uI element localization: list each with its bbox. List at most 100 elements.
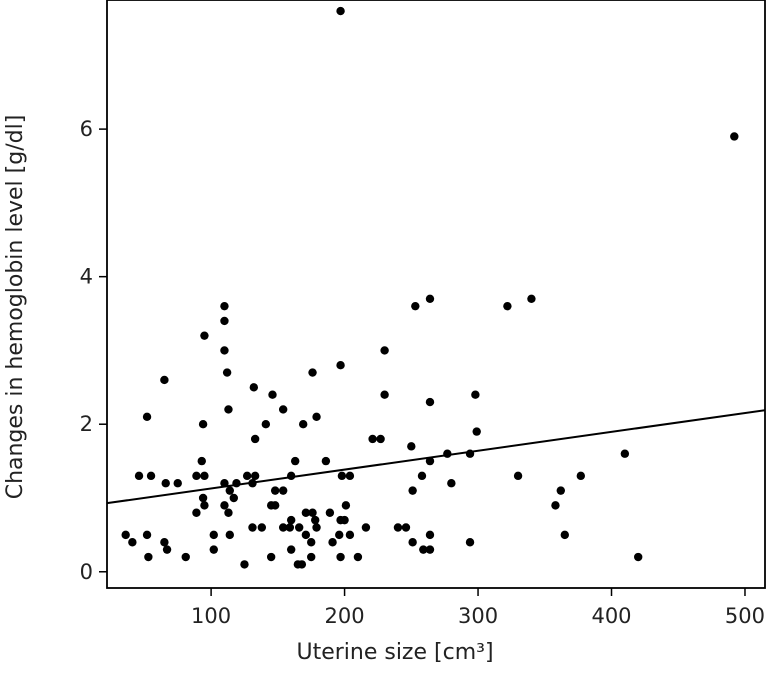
data-point — [308, 508, 317, 517]
data-point — [225, 530, 234, 540]
data-point — [419, 545, 428, 554]
data-point — [301, 508, 311, 517]
x-tick-label: 300 — [458, 604, 498, 628]
data-point — [278, 405, 288, 414]
x-tick-label: 200 — [325, 604, 365, 628]
data-point — [146, 471, 156, 481]
data-point — [368, 434, 377, 444]
data-point — [224, 405, 233, 414]
data-point — [144, 552, 153, 562]
data-point — [229, 493, 238, 503]
data-point — [220, 346, 229, 355]
data-point — [220, 316, 229, 326]
data-point — [425, 530, 435, 540]
data-point — [335, 530, 344, 540]
x-tick-label: 500 — [725, 604, 765, 628]
data-point — [336, 360, 345, 370]
data-point — [209, 545, 218, 554]
data-point — [266, 552, 276, 562]
data-point — [345, 530, 355, 540]
data-point — [242, 471, 252, 481]
data-point — [200, 501, 209, 510]
data-point — [307, 552, 316, 562]
data-point — [407, 442, 416, 451]
data-point — [257, 523, 267, 532]
data-point — [162, 545, 172, 554]
data-point — [336, 552, 345, 562]
data-point — [200, 471, 209, 481]
data-point — [278, 523, 288, 532]
data-point — [556, 486, 565, 495]
data-point — [192, 508, 201, 517]
data-point — [270, 486, 280, 495]
data-point — [121, 530, 130, 540]
data-point — [250, 434, 260, 444]
x-tick-label: 400 — [591, 604, 631, 628]
data-point — [408, 538, 417, 547]
y-tick-label: 2 — [80, 412, 93, 436]
data-point — [249, 383, 259, 392]
data-point — [222, 368, 232, 377]
data-point — [197, 456, 206, 466]
data-point — [425, 545, 435, 554]
data-point — [328, 538, 337, 547]
data-point — [447, 479, 456, 488]
data-point — [308, 368, 317, 377]
fit-line-layer — [106, 409, 766, 505]
data-point — [261, 420, 271, 429]
data-point — [503, 301, 512, 311]
points-layer — [121, 6, 739, 569]
data-point — [285, 523, 295, 532]
data-point — [380, 346, 389, 355]
data-point — [311, 515, 320, 525]
data-point — [181, 552, 190, 562]
data-point — [142, 530, 152, 540]
regression-line — [106, 409, 766, 505]
data-point — [301, 530, 311, 540]
data-point — [417, 471, 427, 481]
data-point — [297, 560, 307, 569]
data-point — [160, 538, 169, 547]
data-point — [340, 515, 349, 525]
data-point — [278, 486, 288, 495]
data-point — [209, 530, 218, 540]
data-point — [312, 412, 321, 422]
data-point — [250, 471, 260, 481]
data-point — [307, 538, 316, 547]
data-point — [425, 294, 435, 303]
data-point — [425, 397, 435, 407]
data-point — [325, 508, 335, 517]
data-point — [220, 501, 229, 510]
data-point — [336, 6, 345, 16]
data-point — [471, 390, 480, 399]
data-point — [337, 471, 347, 481]
data-point — [286, 545, 296, 554]
data-point — [290, 456, 300, 466]
data-point — [173, 479, 182, 488]
data-point — [353, 552, 363, 562]
data-point — [513, 471, 523, 481]
data-point — [620, 449, 630, 458]
data-point — [312, 523, 321, 532]
data-point — [225, 486, 234, 495]
data-point — [128, 538, 137, 547]
data-point — [730, 132, 739, 141]
data-point — [142, 412, 152, 422]
data-point — [465, 538, 475, 547]
data-point — [160, 375, 169, 385]
x-tick-label: 100 — [191, 604, 231, 628]
data-point — [240, 560, 249, 569]
ticks-layer: 100 200 300 400 500 0 2 4 6 — [80, 117, 765, 628]
data-point — [376, 434, 385, 444]
data-point — [472, 427, 481, 436]
data-point — [198, 493, 208, 503]
data-point — [198, 420, 208, 429]
data-point — [425, 456, 435, 466]
data-point — [200, 331, 209, 340]
data-point — [248, 523, 257, 532]
data-point — [161, 479, 170, 488]
data-point — [341, 501, 351, 510]
data-point — [345, 471, 355, 481]
data-point — [134, 471, 144, 481]
